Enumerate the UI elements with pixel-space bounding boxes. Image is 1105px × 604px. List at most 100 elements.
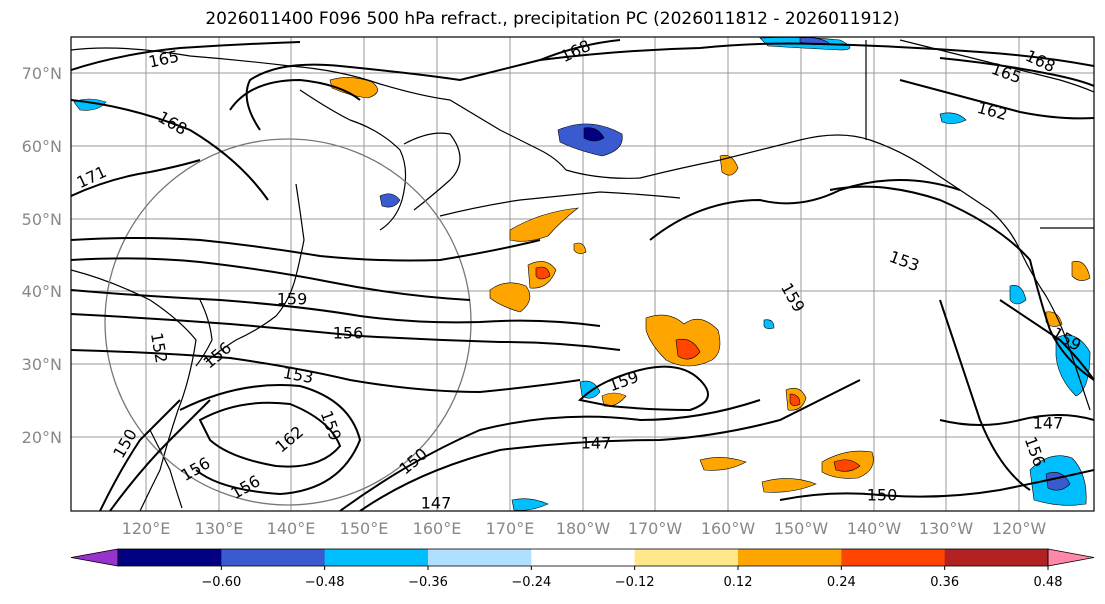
contour-168-main bbox=[245, 39, 621, 131]
colorbar-segment bbox=[221, 549, 326, 566]
contour-165-b bbox=[939, 57, 1094, 87]
map-title: 2026011400 F096 500 hPa refract., precip… bbox=[205, 9, 900, 29]
contour-156-ring bbox=[179, 384, 362, 496]
contour-159-loop bbox=[577, 365, 709, 412]
contour-label: 159 bbox=[277, 290, 308, 309]
precip-blob bbox=[489, 282, 531, 313]
contour-162-ring bbox=[198, 401, 342, 468]
contour-159-e bbox=[939, 299, 1031, 491]
lon-tick-label: 170°E bbox=[486, 519, 535, 538]
coastline-philippines bbox=[149, 429, 183, 509]
precip-blob bbox=[573, 242, 587, 254]
lon-axis: 120°E 130°E 140°E 150°E 160°E 170°E 180°W 170°W… bbox=[122, 519, 1047, 538]
precip-blob bbox=[509, 207, 580, 242]
contour-west-loop bbox=[229, 78, 361, 111]
precip-blob bbox=[833, 459, 861, 472]
contour-lines bbox=[71, 39, 1094, 511]
lat-tick-label: 30°N bbox=[22, 355, 62, 374]
contour-147 bbox=[359, 379, 861, 511]
coastline-alaska bbox=[565, 134, 1091, 411]
contour-150-e bbox=[999, 299, 1094, 381]
contour-147-s bbox=[99, 399, 181, 511]
precip-areas bbox=[73, 37, 1091, 511]
lon-tick-label: 130°W bbox=[919, 519, 974, 538]
precip-blob bbox=[1055, 334, 1091, 397]
precip-blob bbox=[1009, 285, 1027, 305]
lon-tick-label: 130°E bbox=[195, 519, 244, 538]
lon-tick-label: 120°W bbox=[992, 519, 1047, 538]
colorbar-tick-label: 0.48 bbox=[1034, 575, 1063, 590]
contour-label: 147 bbox=[1033, 414, 1064, 433]
precip-blob bbox=[511, 498, 549, 511]
coastline-china bbox=[71, 269, 197, 511]
colorbar-tick-label: −0.12 bbox=[615, 575, 655, 590]
map-frame bbox=[70, 36, 1095, 512]
precip-blob bbox=[939, 112, 967, 124]
lon-tick-label: 120°E bbox=[122, 519, 171, 538]
colorbar-segment bbox=[428, 549, 532, 566]
colorbar-segment bbox=[841, 549, 946, 566]
coastline-korea bbox=[195, 299, 213, 367]
precip-blob bbox=[535, 266, 551, 280]
colorbar-segment bbox=[531, 549, 636, 566]
precip-blob bbox=[789, 393, 801, 406]
precip-blob bbox=[1071, 261, 1091, 281]
lat-tick-label: 60°N bbox=[22, 137, 62, 156]
coastline-asia bbox=[71, 47, 567, 171]
contour-156-mid bbox=[71, 237, 541, 262]
precip-blob bbox=[579, 380, 601, 399]
colorbar-segment bbox=[118, 549, 222, 566]
colorbar-tick-label: −0.60 bbox=[201, 575, 241, 590]
colorbar-tick-label: −0.36 bbox=[408, 575, 448, 590]
contour-159 bbox=[649, 179, 961, 241]
colorbar-tick-label: 0.24 bbox=[827, 575, 856, 590]
lon-tick-label: 150°W bbox=[774, 519, 829, 538]
contour-159-mid bbox=[71, 289, 601, 327]
contour-150-s bbox=[109, 399, 211, 511]
precip-blob bbox=[675, 338, 701, 360]
contour-153-mid bbox=[71, 257, 471, 301]
contour-153-low bbox=[71, 349, 581, 394]
precip-blob bbox=[379, 193, 401, 208]
colorbar-segment bbox=[738, 549, 842, 566]
contour-168 bbox=[71, 99, 269, 201]
contour-label: 156 bbox=[333, 324, 364, 343]
contour-156-e bbox=[939, 414, 1094, 426]
contour-156-low bbox=[71, 313, 621, 351]
colorbar-segment bbox=[324, 549, 429, 566]
lat-tick-label: 50°N bbox=[22, 210, 62, 229]
lon-tick-label: 160°E bbox=[413, 519, 462, 538]
contour-162 bbox=[899, 79, 1094, 120]
colorbar-tick-label: 0.12 bbox=[724, 575, 753, 590]
lon-tick-label: 180°W bbox=[556, 519, 611, 538]
colorbar-extend-low bbox=[70, 548, 119, 567]
lat-tick-label: 20°N bbox=[22, 428, 62, 447]
coastline-japan bbox=[205, 275, 297, 363]
lon-tick-label: 160°W bbox=[701, 519, 756, 538]
colorbar-segment bbox=[944, 549, 1049, 566]
coastline-okhotsk bbox=[299, 89, 407, 231]
colorbar-extend-high bbox=[1047, 548, 1095, 567]
contour-label: 150 bbox=[867, 486, 898, 505]
colorbar: −0.60 −0.48 −0.36 −0.24 −0.12 0.12 0.24 0.36 0.4… bbox=[70, 548, 1095, 590]
colorbar-frame bbox=[117, 548, 1049, 567]
lon-tick-label: 170°W bbox=[628, 519, 683, 538]
precip-blob bbox=[761, 478, 817, 493]
precip-blob bbox=[329, 77, 378, 99]
contour-150 bbox=[339, 399, 761, 511]
contour-147-e bbox=[779, 469, 1094, 501]
contour-label: 147 bbox=[421, 494, 452, 513]
precip-blob bbox=[583, 127, 605, 142]
lon-tick-label: 140°W bbox=[847, 519, 902, 538]
lon-tick-label: 140°E bbox=[267, 519, 316, 538]
coastline-aleutians bbox=[439, 191, 681, 217]
colorbar-tick-label: −0.24 bbox=[511, 575, 551, 590]
colorbar-tick-label: 0.36 bbox=[930, 575, 959, 590]
contour-168-b bbox=[539, 42, 1094, 67]
coastline-sakhalin bbox=[295, 183, 305, 277]
colorbar-tick-label: −0.48 bbox=[305, 575, 345, 590]
colorbar-segment bbox=[634, 549, 739, 566]
precip-blob bbox=[719, 154, 739, 176]
